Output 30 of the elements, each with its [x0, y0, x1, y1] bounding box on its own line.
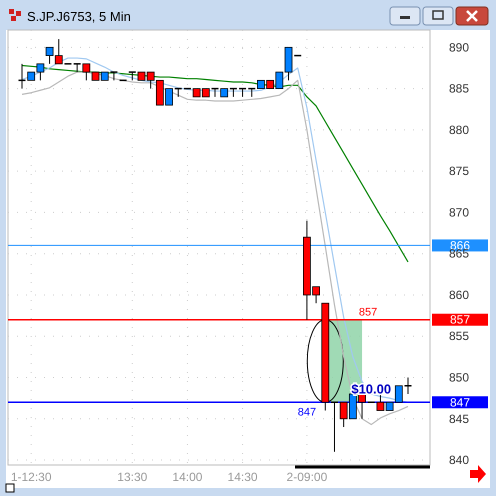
candlestick [229, 88, 238, 98]
candlestick [238, 88, 247, 98]
y-tick-label: 890 [448, 40, 470, 54]
y-tick-label: 850 [448, 370, 470, 385]
candlestick [18, 63, 26, 90]
candlestick [72, 63, 82, 73]
x-tick-label: 2-09:00 [286, 470, 328, 484]
x-tick-label: 13:30 [117, 470, 148, 484]
x-tick-label: 1-12:30 [10, 470, 52, 484]
annotation: $10.00 [351, 381, 392, 396]
candlestick [110, 71, 118, 81]
y-tick-label: 860 [448, 288, 470, 302]
chart-title: S.JP.J6753, 5 Min [27, 9, 131, 24]
y-tick-label: 845 [448, 412, 470, 426]
text: 857 [450, 312, 470, 327]
ref-line-label: 847 [298, 406, 316, 418]
candlestick [210, 88, 220, 98]
ref-line-label: 857 [358, 306, 378, 319]
y-tick-label: 870 [448, 205, 470, 220]
text: 847 [450, 395, 470, 410]
x-tick-label: 14:30 [228, 470, 258, 484]
y-tick-label: 840 [448, 453, 470, 468]
y-tick-label: 885 [448, 82, 470, 96]
x-tick-label: 14:00 [172, 470, 203, 484]
y-tick-label: 855 [448, 329, 470, 344]
line-series [21, 64, 409, 263]
candlestick [404, 377, 412, 395]
y-tick-label: 880 [448, 122, 470, 137]
y-tick-label: 875 [448, 164, 470, 178]
candlestick [330, 402, 339, 452]
